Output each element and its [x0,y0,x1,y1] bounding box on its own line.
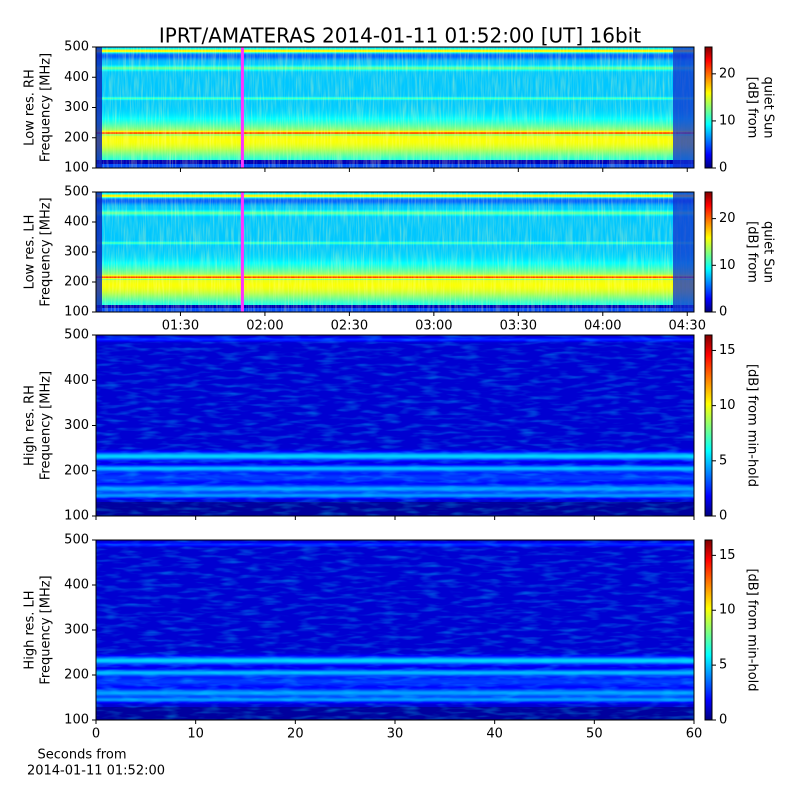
x-tick-label: 10 [187,727,204,742]
y-tick-label: 500 [64,533,89,548]
colorbar-tick-label: 10 [719,258,736,273]
y-axis-label: Frequency [MHz] [39,371,54,480]
y-tick-label: 200 [64,463,89,478]
colorbar-tick-label: 15 [719,343,736,358]
x-tick-label: 04:00 [584,319,621,334]
y-axis-label: Low res. RH [23,69,38,146]
colorbar [704,46,713,169]
colorbar-label: [dB] from min-hold [745,568,760,691]
y-tick-label: 500 [64,328,89,343]
y-tick-label: 400 [64,215,89,230]
spectrogram-noise [96,47,694,168]
colorbar-tick-label: 5 [719,658,727,673]
colorbar [704,539,713,721]
colorbar-label: [dB] from min-hold [745,364,760,487]
x-tick-label: 0 [92,727,100,742]
y-axis-label: Frequency [MHz] [39,53,54,162]
y-axis-label: High res. RH [23,385,38,466]
y-axis-label: Frequency [MHz] [39,197,54,306]
y-tick-label: 100 [64,713,89,728]
spectrogram-noise [96,192,694,312]
x-tick-label: 03:00 [415,319,452,334]
x-tick-label: 40 [486,727,503,742]
data-gap [673,192,694,312]
y-tick-label: 100 [64,509,89,524]
colorbar-label: quiet Sun [761,76,776,138]
figure-title: IPRT/AMATERAS 2014-01-11 01:52:00 [UT] 1… [159,24,641,48]
y-axis-label: Frequency [MHz] [39,575,54,684]
x-axis-label: 2014-01-11 01:52:00 [27,764,165,779]
y-tick-label: 200 [64,130,89,145]
y-axis-label: High res. LH [23,590,38,669]
colorbar-tick-label: 0 [719,305,727,320]
x-tick-label: 60 [686,727,703,742]
x-tick-label: 01:30 [162,319,199,334]
x-tick-label: 02:30 [331,319,368,334]
colorbar-tick-label: 20 [719,211,736,226]
y-tick-label: 400 [64,70,89,85]
colorbar-label: quiet Sun [761,221,776,283]
y-tick-label: 400 [64,578,89,593]
y-tick-label: 300 [64,100,89,115]
colorbar [704,191,713,313]
x-tick-label: 04:30 [669,319,706,334]
y-axis-label: Low res. LH [23,215,38,290]
y-tick-label: 300 [64,245,89,260]
y-tick-label: 500 [64,40,89,55]
spectrogram [96,192,694,312]
x-tick-label: 03:30 [500,319,537,334]
x-tick-label: 30 [387,727,404,742]
spectrogram-noise [96,540,694,720]
x-tick-label: 02:00 [246,319,283,334]
colorbar-tick-label: 10 [719,398,736,413]
y-tick-label: 400 [64,373,89,388]
x-tick-label: 20 [287,727,304,742]
y-tick-label: 200 [64,275,89,290]
x-tick-label: 50 [586,727,603,742]
colorbar-tick-label: 0 [719,161,727,176]
colorbar-tick-label: 0 [719,509,727,524]
spectrogram [96,540,694,720]
y-tick-label: 200 [64,668,89,683]
data-gap [673,47,694,168]
y-tick-label: 100 [64,305,89,320]
colorbar-tick-label: 20 [719,66,736,81]
spectrogram [96,335,694,516]
data-gap [96,47,102,168]
data-gap [96,192,102,312]
colorbar [704,334,713,517]
y-tick-label: 500 [64,185,89,200]
colorbar-tick-label: 5 [719,453,727,468]
y-tick-label: 300 [64,623,89,638]
colorbar-tick-label: 10 [719,603,736,618]
spectrogram [96,47,694,168]
colorbar-label: [dB] from [745,77,760,139]
colorbar-tick-label: 10 [719,113,736,128]
colorbar-tick-label: 0 [719,713,727,728]
colorbar-label: [dB] from [745,221,760,283]
x-axis-label: Seconds from [37,748,126,763]
y-tick-label: 300 [64,418,89,433]
spectrogram-noise [96,335,694,516]
colorbar-tick-label: 15 [719,548,736,563]
y-tick-label: 100 [64,161,89,176]
